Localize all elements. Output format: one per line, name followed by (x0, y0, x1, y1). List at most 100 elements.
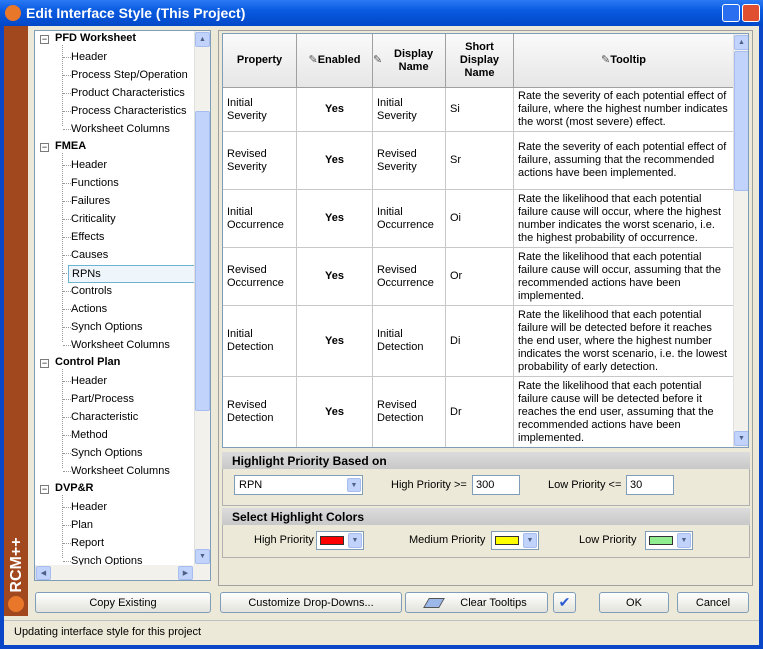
dropdown-arrow[interactable]: ▼ (677, 533, 691, 548)
button[interactable]: Copy Existing (35, 592, 211, 613)
table-cell[interactable]: Rate the likelihood that each potential … (514, 248, 734, 306)
enabled-cell[interactable]: Yes (297, 132, 373, 190)
brand-text: RCM++ (8, 537, 25, 593)
maximize-button[interactable] (722, 4, 740, 22)
low-input[interactable]: 30 (626, 475, 674, 495)
tree-item[interactable]: Report (71, 537, 105, 549)
tree-item[interactable]: Criticality (71, 213, 116, 225)
table-cell[interactable]: Rate the severity of each potential effe… (514, 88, 734, 132)
table-cell[interactable]: Si (446, 88, 514, 132)
header-text: Display Name (394, 47, 434, 73)
table-cell[interactable]: Revised Severity (373, 132, 446, 190)
tree-item[interactable]: Product Characteristics (71, 87, 185, 99)
tree-toggle[interactable]: − (40, 358, 49, 368)
table-cell[interactable]: Rate the severity of each potential effe… (514, 132, 734, 190)
table-cell[interactable]: Revised Detection (373, 377, 446, 447)
table-cell[interactable]: Rate the likelihood that each potential … (514, 190, 734, 248)
column-header[interactable]: Short Display Name (446, 34, 514, 88)
tree-item[interactable]: Characteristic (71, 411, 139, 423)
color-picker[interactable]: ▼ (491, 531, 539, 550)
tree-thumb[interactable] (195, 111, 210, 411)
enabled-cell[interactable]: Yes (297, 377, 373, 447)
tree-item[interactable]: Header (71, 159, 108, 171)
color-picker[interactable]: ▼ (316, 531, 364, 550)
spellcheck-button[interactable]: ✔ (553, 592, 576, 613)
column-header[interactable]: ✎ Tooltip (514, 34, 734, 88)
tree-item[interactable]: Header (71, 375, 108, 387)
enabled-cell[interactable]: Yes (297, 306, 373, 377)
dropdown-arrow[interactable]: ▼ (348, 533, 362, 548)
enabled-cell[interactable]: Yes (297, 190, 373, 248)
tree-item[interactable]: Process Characteristics (71, 105, 187, 117)
table-cell[interactable]: Oi (446, 190, 514, 248)
table-cell[interactable]: Revised Occurrence (373, 248, 446, 306)
button[interactable]: Clear Tooltips (405, 592, 548, 613)
table-cell[interactable]: Initial Occurrence (373, 190, 446, 248)
table-up[interactable]: ▲ (734, 35, 748, 50)
table-cell[interactable]: Initial Severity (373, 88, 446, 132)
table-cell[interactable]: Or (446, 248, 514, 306)
high-input[interactable]: 300 (472, 475, 520, 495)
tree-item[interactable]: Causes (71, 249, 109, 261)
tree-line (62, 369, 63, 468)
tree-item[interactable]: Part/Process (71, 393, 134, 405)
tree-item[interactable]: RPNs (68, 265, 196, 283)
tree-down[interactable]: ▼ (195, 549, 210, 564)
tree-item[interactable]: Plan (71, 519, 94, 531)
tree-item[interactable]: Header (71, 501, 108, 513)
tree-toggle[interactable]: − (40, 142, 49, 152)
table-cell[interactable]: Initial Occurrence (223, 190, 297, 248)
tree-item[interactable]: Effects (71, 231, 105, 243)
tree-item[interactable]: Functions (71, 177, 119, 189)
tree-toggle[interactable]: − (40, 484, 49, 494)
column-header[interactable]: ✎ Display Name (373, 34, 446, 88)
table-cell[interactable]: Revised Occurrence (223, 248, 297, 306)
table-cell[interactable]: Di (446, 306, 514, 377)
close-button[interactable] (742, 4, 760, 22)
tree-left[interactable]: ◀ (36, 566, 51, 580)
table-cell[interactable]: Rate the likelihood that each potential … (514, 306, 734, 377)
tree-item[interactable]: Process Step/Operation (71, 69, 188, 81)
tree-item[interactable]: Controls (71, 285, 112, 297)
enabled-cell[interactable]: Yes (297, 248, 373, 306)
tree-branch (63, 327, 71, 328)
tree-item[interactable]: Method (71, 429, 108, 441)
tree-item[interactable]: Synch Options (71, 321, 143, 333)
tree-group[interactable]: Control Plan (55, 356, 121, 368)
tree-branch (63, 399, 71, 400)
tree-item[interactable]: Synch Options (71, 447, 143, 459)
tree-toggle[interactable]: − (40, 34, 49, 44)
tree-item[interactable]: Worksheet Columns (71, 339, 170, 351)
column-header[interactable]: ✎ Enabled (297, 34, 373, 88)
table-cell[interactable]: Initial Detection (223, 306, 297, 377)
tree-item[interactable]: Synch Options (71, 555, 143, 567)
table-cell[interactable]: Initial Detection (373, 306, 446, 377)
table-down[interactable]: ▼ (734, 431, 748, 446)
enabled-cell[interactable]: Yes (297, 88, 373, 132)
table-cell[interactable]: Rate the likelihood that each potential … (514, 377, 734, 447)
tree-right[interactable]: ▶ (178, 566, 193, 580)
tree-item[interactable]: Header (71, 51, 108, 63)
button[interactable]: Customize Drop-Downs... (220, 592, 402, 613)
table-cell[interactable]: Initial Severity (223, 88, 297, 132)
basis-select[interactable]: RPN ▼ (234, 475, 363, 495)
tree-item[interactable]: Worksheet Columns (71, 123, 170, 135)
dropdown-arrow[interactable]: ▼ (523, 533, 537, 548)
table-thumb[interactable] (734, 51, 748, 191)
tree-up[interactable]: ▲ (195, 32, 210, 47)
tree-group[interactable]: DVP&R (55, 482, 94, 494)
table-cell[interactable]: Revised Detection (223, 377, 297, 447)
tree-group[interactable]: PFD Worksheet (55, 32, 137, 44)
dropdown-arrow[interactable]: ▼ (347, 478, 361, 492)
tree-item[interactable]: Failures (71, 195, 111, 207)
tree-item[interactable]: Worksheet Columns (71, 465, 170, 477)
table-cell[interactable]: Sr (446, 132, 514, 190)
tree-group[interactable]: FMEA (55, 140, 87, 152)
button[interactable]: OK (599, 592, 669, 613)
column-header[interactable]: Property (223, 34, 297, 88)
button[interactable]: Cancel (677, 592, 749, 613)
tree-item[interactable]: Actions (71, 303, 108, 315)
color-picker[interactable]: ▼ (645, 531, 693, 550)
table-cell[interactable]: Revised Severity (223, 132, 297, 190)
table-cell[interactable]: Dr (446, 377, 514, 447)
